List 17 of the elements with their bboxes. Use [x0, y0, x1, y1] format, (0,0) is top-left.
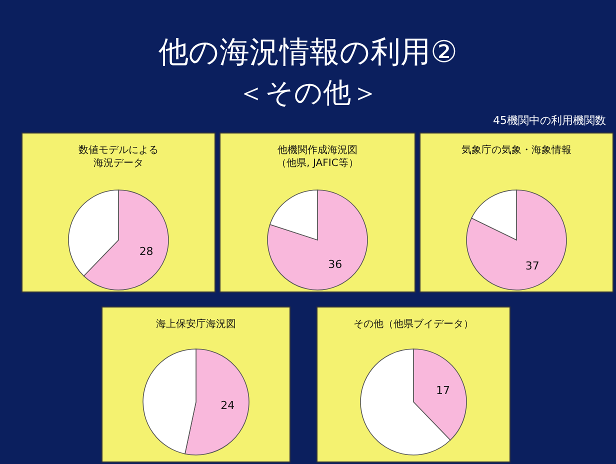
chart-title: 海上保安庁海況図 [156, 318, 236, 330]
pie-slice [466, 190, 567, 290]
chart-title: 数値モデルによる [78, 144, 158, 156]
chart-title: 他機関作成海況図 [278, 144, 358, 156]
data-label: 17 [436, 384, 450, 397]
data-label: 36 [328, 258, 342, 272]
text: 他の海況情報の利用② [158, 35, 458, 70]
chart-subtitle: （他県, JAFIC等） [276, 157, 358, 169]
text: 45機関中の利用機関数 [493, 114, 606, 127]
chart-title: その他（他県ブイデータ） [354, 318, 474, 330]
data-label: 28 [139, 245, 154, 258]
chart-subtitle: 海況データ [94, 157, 144, 169]
chart-title: 気象庁の気象・海象情報 [462, 144, 572, 156]
pie-slice [267, 190, 368, 290]
text: ＜その他＞ [237, 76, 379, 109]
data-label: 24 [220, 399, 235, 412]
data-label: 37 [525, 259, 540, 272]
